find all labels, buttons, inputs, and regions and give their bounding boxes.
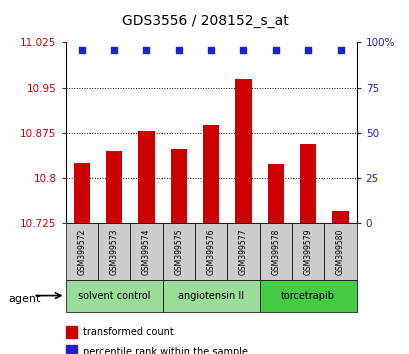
Text: percentile rank within the sample: percentile rank within the sample bbox=[83, 347, 247, 354]
Text: angiotensin II: angiotensin II bbox=[178, 291, 244, 301]
Text: GSM399576: GSM399576 bbox=[206, 228, 215, 275]
Bar bbox=[74, 163, 90, 223]
Text: GDS3556 / 208152_s_at: GDS3556 / 208152_s_at bbox=[121, 14, 288, 28]
Bar bbox=[170, 149, 187, 223]
Text: solvent control: solvent control bbox=[78, 291, 150, 301]
Text: GSM399580: GSM399580 bbox=[335, 228, 344, 275]
FancyBboxPatch shape bbox=[227, 223, 259, 280]
Point bbox=[143, 47, 149, 52]
Point bbox=[337, 47, 343, 52]
FancyBboxPatch shape bbox=[195, 223, 227, 280]
FancyBboxPatch shape bbox=[98, 223, 130, 280]
FancyBboxPatch shape bbox=[162, 280, 259, 312]
Bar bbox=[138, 131, 154, 223]
Bar bbox=[235, 79, 251, 223]
Point bbox=[175, 47, 182, 52]
Text: torcetrapib: torcetrapib bbox=[281, 291, 335, 301]
FancyBboxPatch shape bbox=[324, 223, 356, 280]
Text: GSM399577: GSM399577 bbox=[238, 228, 247, 275]
FancyBboxPatch shape bbox=[65, 280, 162, 312]
FancyBboxPatch shape bbox=[291, 223, 324, 280]
FancyBboxPatch shape bbox=[162, 223, 195, 280]
FancyBboxPatch shape bbox=[259, 223, 291, 280]
Bar bbox=[106, 151, 122, 223]
Bar bbox=[332, 211, 348, 223]
FancyBboxPatch shape bbox=[259, 280, 356, 312]
Point bbox=[78, 47, 85, 52]
Text: GSM399579: GSM399579 bbox=[303, 228, 312, 275]
Text: agent: agent bbox=[8, 294, 40, 304]
Point bbox=[207, 47, 214, 52]
Bar bbox=[267, 164, 283, 223]
Point bbox=[272, 47, 279, 52]
Point bbox=[304, 47, 311, 52]
Point bbox=[240, 47, 246, 52]
Text: transformed count: transformed count bbox=[83, 327, 173, 337]
Text: GSM399574: GSM399574 bbox=[142, 228, 151, 275]
Bar bbox=[65, 345, 77, 354]
Point bbox=[110, 47, 117, 52]
Bar bbox=[65, 326, 77, 338]
Text: GSM399578: GSM399578 bbox=[271, 228, 280, 275]
Text: GSM399572: GSM399572 bbox=[77, 228, 86, 275]
FancyBboxPatch shape bbox=[65, 223, 98, 280]
Bar bbox=[202, 125, 219, 223]
Bar bbox=[299, 144, 315, 223]
FancyBboxPatch shape bbox=[130, 223, 162, 280]
Text: GSM399573: GSM399573 bbox=[109, 228, 118, 275]
Text: GSM399575: GSM399575 bbox=[174, 228, 183, 275]
